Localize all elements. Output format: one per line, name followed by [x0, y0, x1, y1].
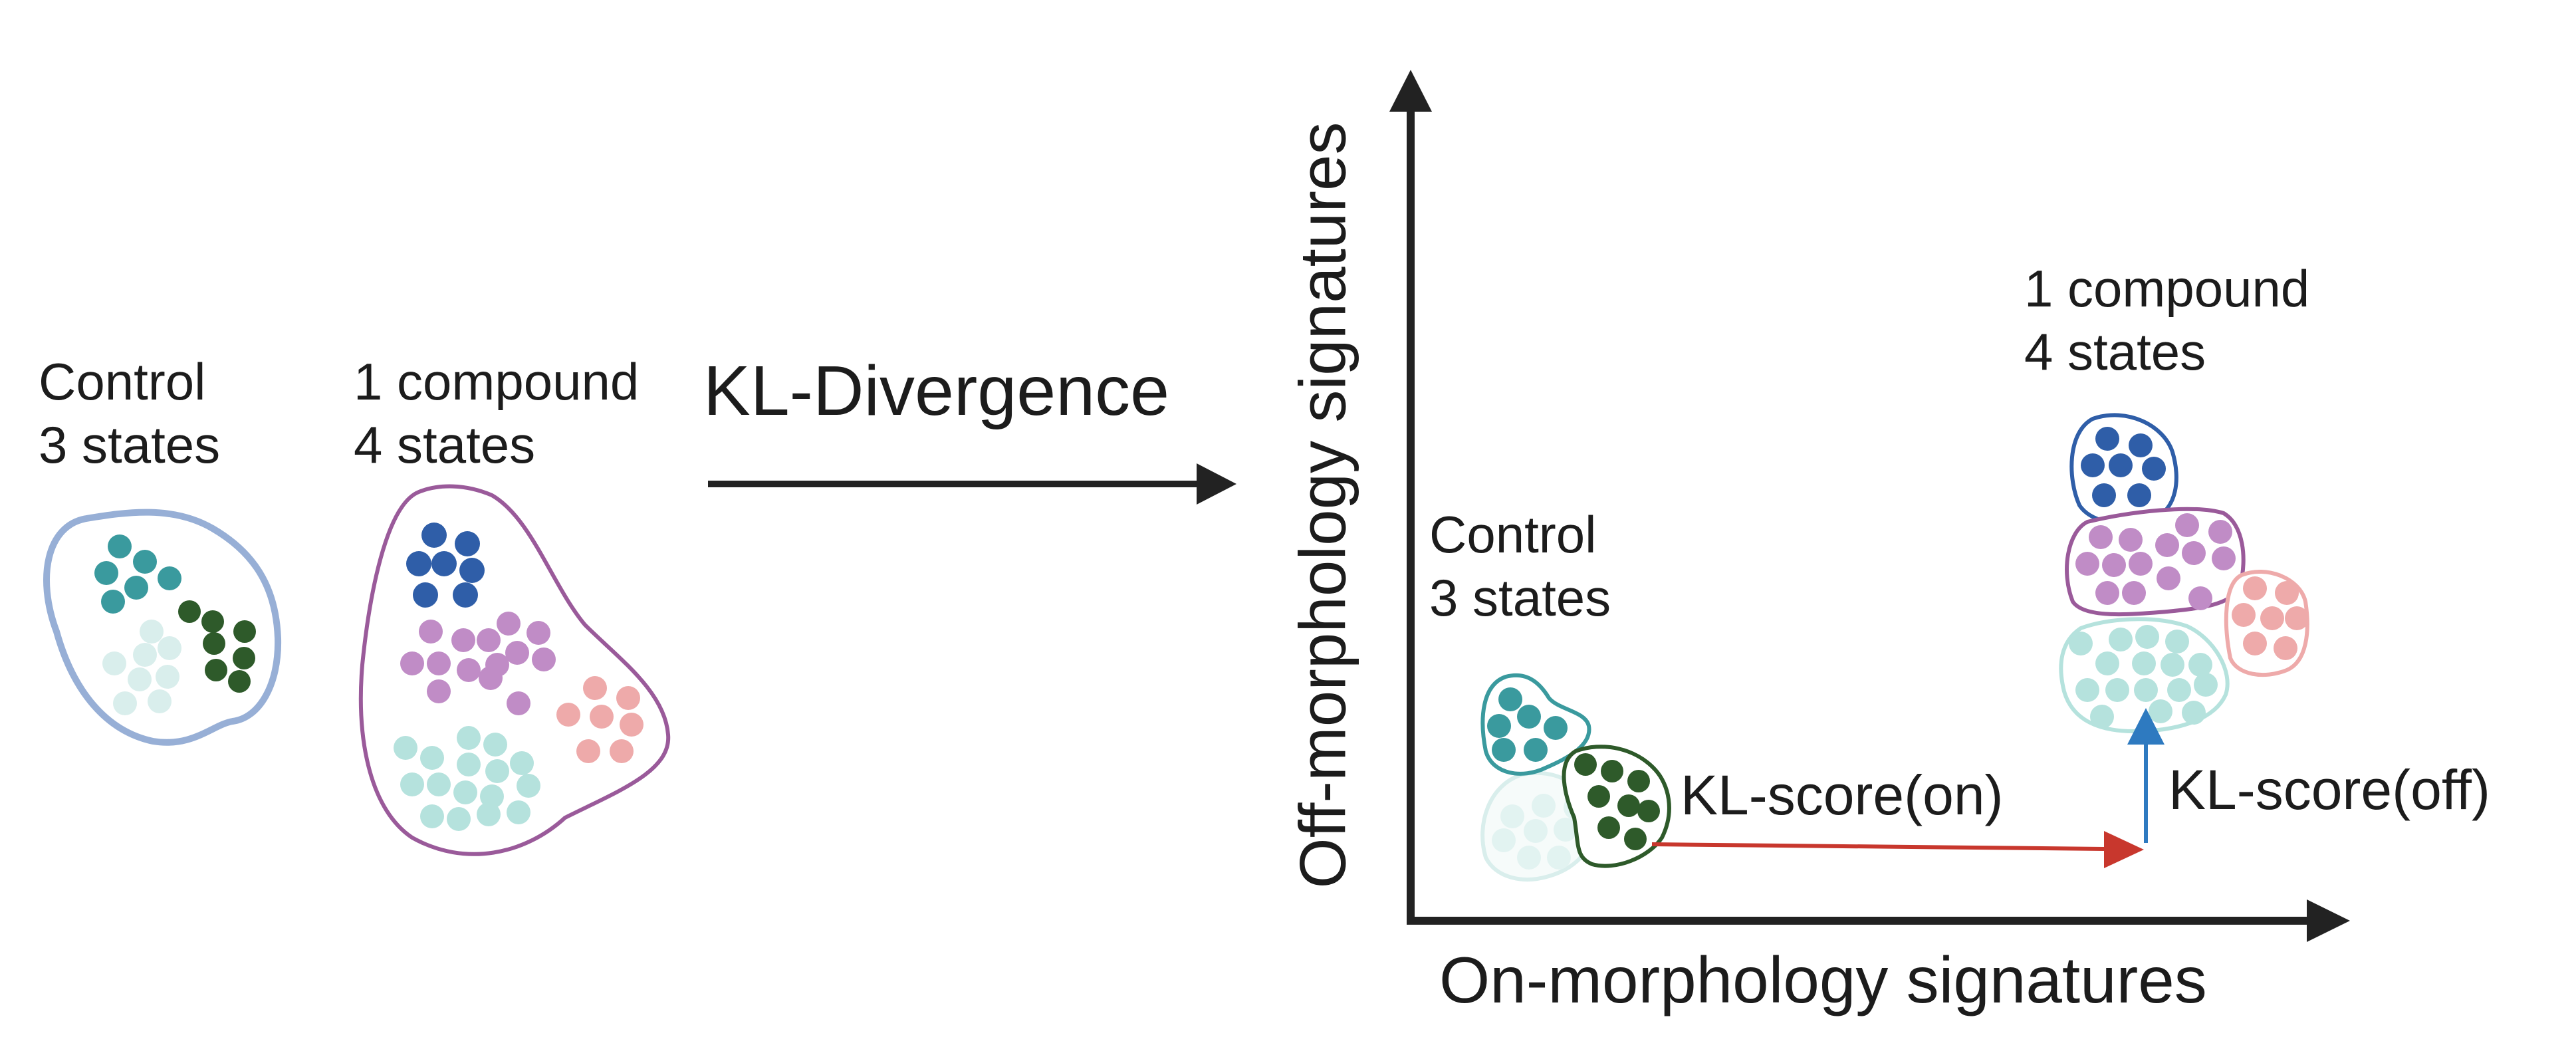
plot-control-clusters [1480, 673, 1671, 882]
plot-compound-label-line1: 1 compound [2024, 259, 2310, 318]
plot-pink-dots [2232, 576, 2309, 660]
compound-pink-cluster [556, 676, 644, 763]
kl-score-on-arrow [1651, 831, 2144, 868]
kl-score-off-label: KL-score(off) [2168, 759, 2490, 821]
control-outline [43, 509, 282, 746]
plot-control-label-line1: Control [1429, 505, 1597, 564]
left-control-label-line1: Control [39, 352, 206, 411]
plot-lightteal-dots [2069, 625, 2218, 729]
control-darkgreen-cluster [178, 600, 256, 693]
kl-divergence-label: KL-Divergence [703, 352, 1170, 430]
kl-divergence-arrow [708, 463, 1236, 505]
control-population [43, 509, 282, 746]
compound-population [358, 484, 671, 856]
x-axis-arrowhead [2307, 899, 2350, 942]
kl-score-on-label: KL-score(on) [1681, 764, 2004, 826]
compound-outline [358, 484, 671, 856]
left-compound-label-line2: 4 states [354, 415, 536, 474]
compound-purple-cluster [400, 612, 556, 715]
y-axis-label: Off-morphology signatures [1286, 122, 1359, 889]
compound-lightteal-cluster [394, 726, 540, 831]
compound-blue-cluster [406, 523, 485, 608]
left-control-label-line2: 3 states [39, 415, 221, 474]
control-teal-cluster [94, 534, 181, 614]
plot-blue-dots [2081, 427, 2166, 507]
kl-score-off-arrow [2127, 708, 2165, 843]
control-pale-cluster [102, 620, 181, 715]
plot-compound-label-line2: 4 states [2024, 322, 2206, 381]
left-compound-label-line1: 1 compound [354, 352, 640, 411]
x-axis-label: On-morphology signatures [1439, 943, 2207, 1016]
plot-compound-clusters [2059, 413, 2309, 734]
plot-control-teal-dots [1487, 687, 1568, 762]
plot-control-darkgreen-dots [1574, 753, 1660, 850]
y-axis-arrowhead [1389, 70, 1432, 112]
plot-purple-dots [2075, 513, 2236, 610]
plot-axes [1389, 70, 2350, 942]
plot-control-label-line2: 3 states [1429, 568, 1611, 627]
